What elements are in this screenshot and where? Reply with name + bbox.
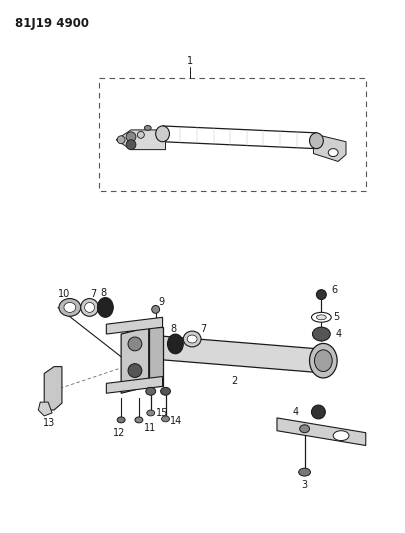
Ellipse shape [117, 417, 125, 423]
Ellipse shape [312, 327, 329, 341]
Ellipse shape [328, 149, 337, 157]
Ellipse shape [309, 343, 336, 378]
Ellipse shape [59, 298, 81, 316]
Text: 5: 5 [333, 312, 339, 322]
Text: 10: 10 [58, 289, 70, 298]
Text: 7: 7 [90, 289, 96, 298]
Ellipse shape [333, 431, 348, 441]
Ellipse shape [311, 312, 330, 322]
Ellipse shape [167, 334, 183, 354]
Bar [99, 78, 365, 191]
Polygon shape [148, 335, 318, 373]
Text: 2: 2 [231, 376, 237, 386]
Polygon shape [106, 376, 162, 393]
Ellipse shape [128, 337, 141, 351]
Text: 4: 4 [335, 329, 341, 339]
Text: 6: 6 [330, 285, 337, 295]
Ellipse shape [144, 125, 151, 131]
Ellipse shape [97, 297, 113, 317]
Ellipse shape [117, 136, 125, 144]
Ellipse shape [134, 417, 143, 423]
Text: 81J19 4900: 81J19 4900 [15, 18, 88, 30]
Ellipse shape [183, 331, 200, 347]
Text: 12: 12 [113, 427, 125, 438]
Ellipse shape [315, 289, 326, 300]
Ellipse shape [137, 131, 144, 138]
Polygon shape [106, 317, 162, 334]
Ellipse shape [151, 305, 159, 313]
Polygon shape [116, 130, 165, 150]
Ellipse shape [126, 132, 136, 142]
Ellipse shape [155, 126, 169, 142]
Text: 3: 3 [301, 480, 307, 490]
Polygon shape [313, 134, 345, 161]
Ellipse shape [161, 416, 169, 422]
Ellipse shape [298, 468, 310, 476]
Ellipse shape [314, 350, 331, 372]
Ellipse shape [315, 315, 326, 320]
Text: 14: 14 [170, 416, 182, 426]
Text: 11: 11 [143, 423, 156, 433]
Polygon shape [276, 418, 365, 446]
Text: 15: 15 [155, 408, 168, 418]
Ellipse shape [187, 335, 196, 343]
Ellipse shape [147, 410, 154, 416]
Text: 8: 8 [170, 324, 176, 334]
Ellipse shape [311, 405, 324, 419]
Polygon shape [38, 402, 52, 416]
Text: 8: 8 [100, 288, 106, 297]
Ellipse shape [126, 140, 136, 150]
Ellipse shape [299, 425, 309, 433]
Ellipse shape [84, 303, 94, 312]
Polygon shape [121, 327, 148, 393]
Text: 9: 9 [158, 296, 164, 306]
Ellipse shape [81, 298, 98, 316]
Text: 7: 7 [200, 324, 206, 334]
Text: 13: 13 [43, 418, 55, 428]
Ellipse shape [128, 364, 141, 377]
Polygon shape [44, 367, 62, 410]
Ellipse shape [145, 387, 155, 395]
Ellipse shape [309, 133, 322, 149]
Ellipse shape [64, 303, 76, 312]
Text: 4: 4 [292, 407, 298, 417]
Text: 1: 1 [187, 56, 193, 66]
Polygon shape [148, 327, 162, 386]
Ellipse shape [160, 387, 170, 395]
